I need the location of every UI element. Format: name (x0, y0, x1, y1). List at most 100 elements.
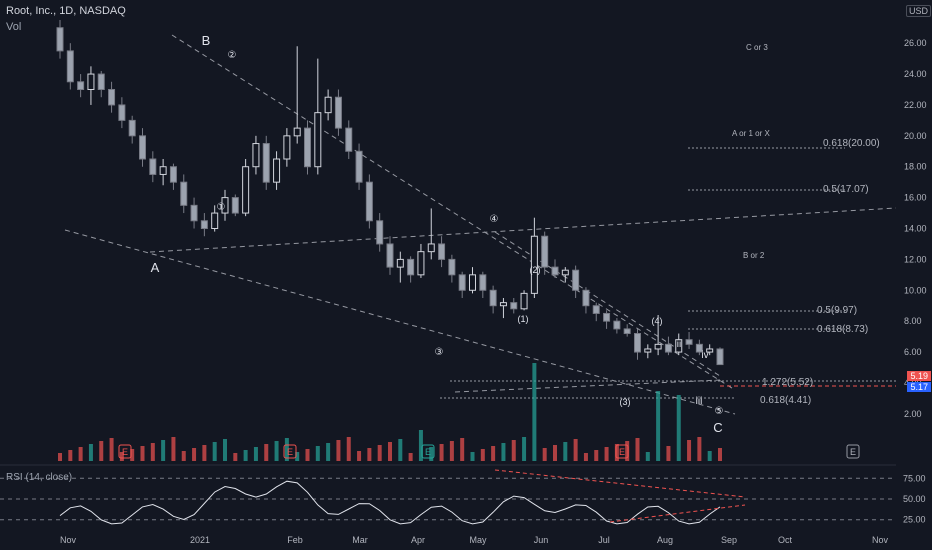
candle-body (376, 220, 384, 245)
candle (221, 189, 229, 221)
volume-bar (594, 450, 599, 461)
candle-body (87, 73, 95, 91)
trendline-0 (171, 34, 736, 391)
trendline-4 (494, 231, 721, 377)
wave-label-2: C (713, 420, 722, 435)
y-tick-label-2: 22.00 (904, 100, 927, 110)
earnings-letter: E (425, 447, 431, 457)
candle-body (458, 274, 466, 291)
wave-label-9: (4) (652, 316, 663, 326)
fib-text-1: 0.5(17.07) (823, 184, 869, 195)
candle (438, 236, 446, 268)
volume-bar (470, 452, 475, 461)
candle-body (355, 150, 363, 183)
volume-bar (480, 449, 485, 461)
candle-body (582, 289, 590, 307)
candle-body (407, 258, 415, 276)
candle-body (448, 258, 456, 276)
earnings-marker: E (846, 444, 860, 459)
candle-body (324, 96, 332, 114)
volume-bar (140, 446, 145, 461)
y-tick-label-12: 2.00 (904, 409, 922, 419)
candle-body (97, 73, 105, 91)
wave-label-8: (1) (518, 314, 529, 324)
candle-body (334, 96, 342, 129)
volume-bar (583, 453, 588, 461)
rsi-divergence-upper (494, 469, 746, 498)
candle-body (200, 220, 208, 229)
candle (262, 135, 270, 190)
candle-body (314, 112, 322, 168)
candle (376, 213, 384, 252)
candle-body (345, 127, 353, 152)
wave-label-0: B (202, 33, 211, 48)
candle (355, 143, 363, 190)
candle (396, 251, 404, 283)
candle (149, 151, 157, 183)
candle-body (293, 127, 301, 137)
candle (675, 333, 683, 356)
wave-label-5: ③ (435, 347, 444, 358)
earnings-letter: E (619, 447, 625, 457)
volume-bar (192, 448, 197, 461)
wave-label-3: ② (228, 50, 237, 61)
candle (314, 58, 322, 175)
currency-badge[interactable]: USD (905, 5, 931, 17)
volume-bar (161, 440, 166, 461)
candle-body (273, 158, 281, 183)
volume-bar (233, 453, 238, 461)
candle-body (438, 243, 446, 260)
volume-bar (656, 391, 661, 461)
candle-body (644, 348, 652, 353)
candle-body (706, 348, 714, 353)
volume-label: Vol (6, 21, 22, 33)
earnings-box (283, 444, 297, 459)
y-tick-label-7: 12.00 (904, 254, 927, 264)
volume-bar (429, 447, 434, 461)
candle (66, 43, 74, 90)
candle-body (128, 119, 136, 137)
candle (386, 236, 394, 275)
volume-bar (645, 452, 650, 461)
candle (664, 336, 672, 356)
candle (77, 74, 85, 98)
candle-body (654, 343, 662, 350)
candle (87, 66, 95, 105)
volume-bar (501, 443, 506, 461)
x-tick-label-8: Aug (657, 535, 673, 545)
candle (479, 271, 487, 298)
wave-label-10: (3) (620, 397, 631, 407)
candle-body (365, 181, 373, 222)
trendline-2 (149, 207, 897, 253)
candle (139, 128, 146, 167)
prev-price-tag: 5.17 (907, 382, 931, 392)
volume-bar (181, 451, 186, 461)
candle (520, 290, 528, 311)
volume-bar (357, 451, 362, 461)
candle-body (551, 266, 559, 276)
volume-bar (542, 448, 547, 461)
volume-bar (460, 438, 465, 461)
candle-body (716, 348, 724, 366)
volume-bar (243, 450, 248, 461)
candle (592, 302, 600, 322)
candle (242, 159, 250, 217)
candle (572, 265, 580, 298)
volume-bar (511, 440, 516, 461)
candle (118, 97, 126, 129)
volume-bar (666, 446, 671, 461)
candle (530, 217, 538, 298)
rsi-divergence-lower (609, 504, 746, 523)
projection-label-1: A or 1 or X (732, 129, 770, 138)
candle (654, 314, 662, 356)
wave-label-1: A (151, 260, 160, 275)
rsi-level-label-1: 50.00 (903, 494, 926, 504)
candle (345, 120, 353, 159)
candle-body (304, 127, 311, 168)
earnings-box (615, 444, 629, 459)
x-tick-label-1: 2021 (190, 535, 210, 545)
projection-label-2: B or 2 (743, 251, 765, 260)
earnings-letter: E (850, 447, 856, 457)
y-tick-label-0: 26.00 (904, 38, 927, 48)
